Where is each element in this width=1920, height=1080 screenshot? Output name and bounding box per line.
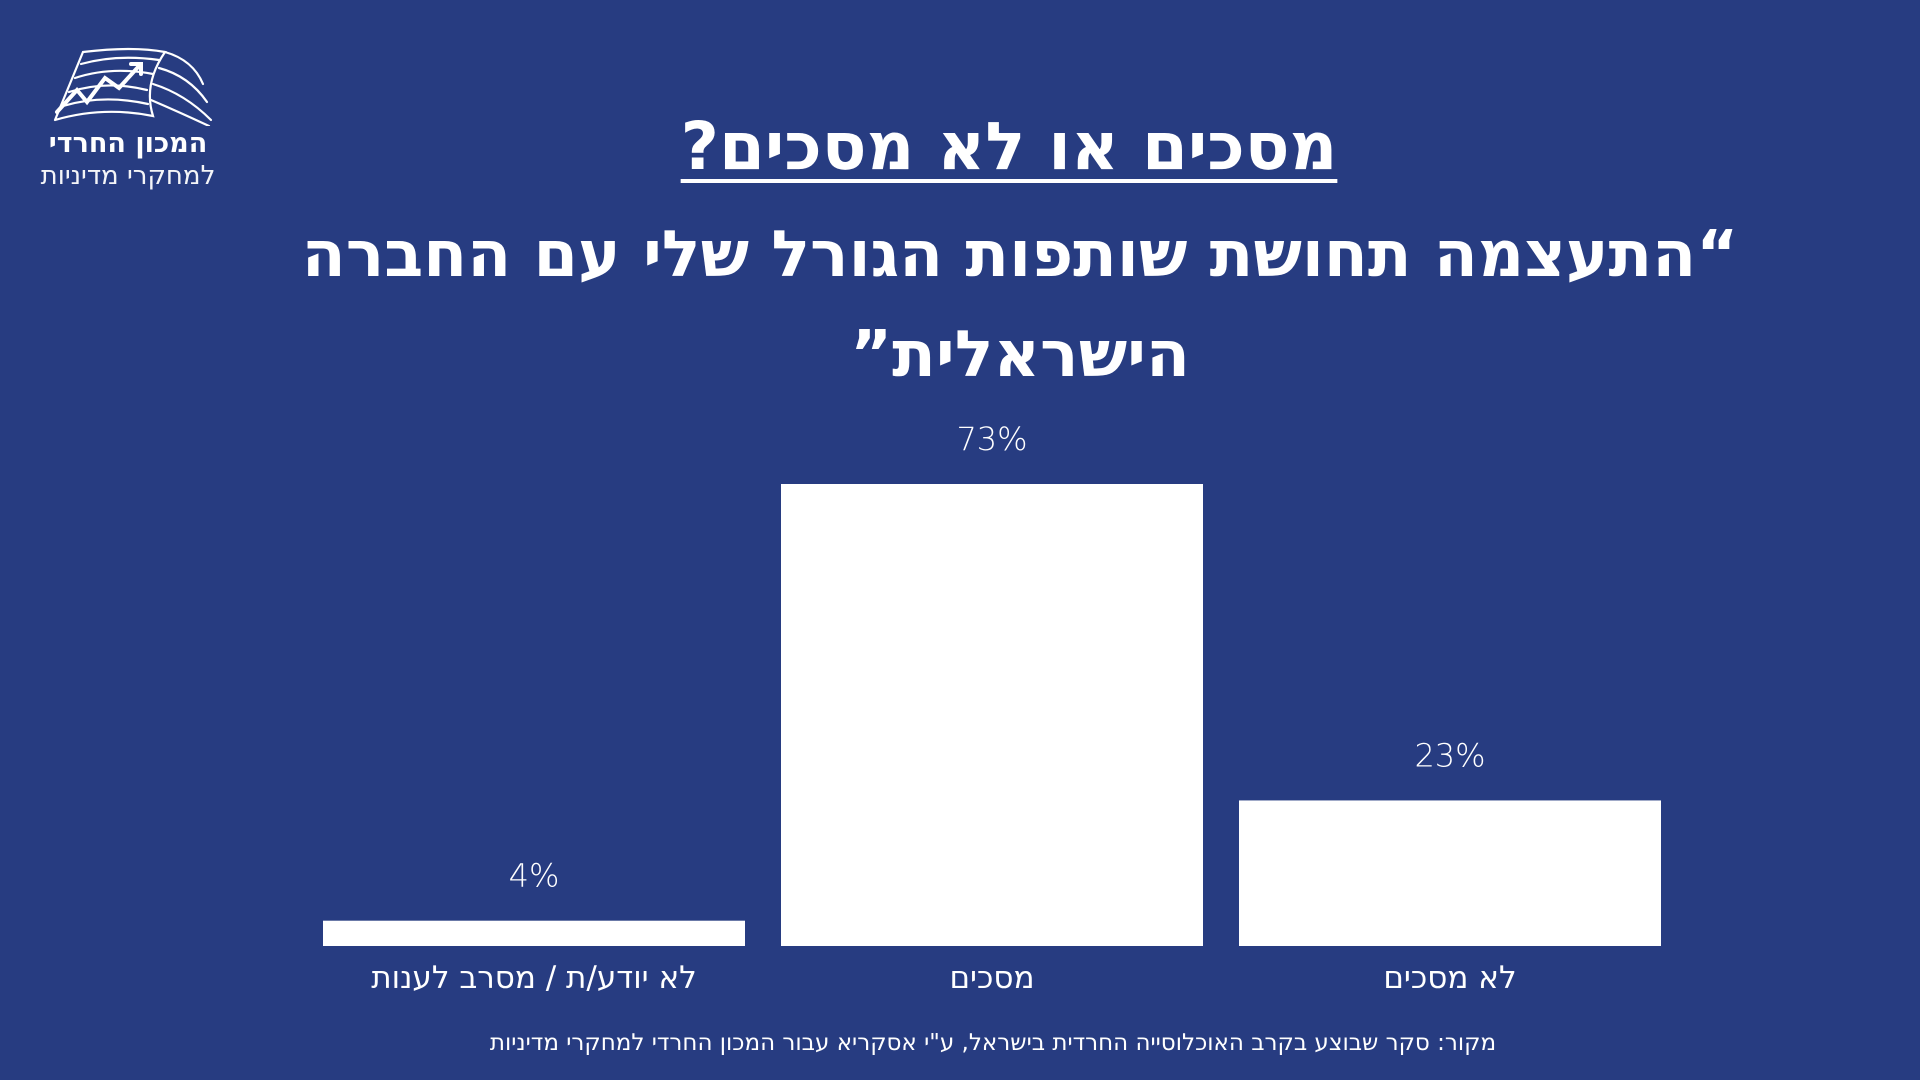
- open-book-logo-icon: [53, 47, 213, 126]
- value-label-0: 4%: [509, 857, 560, 895]
- source-note: מקור: סקר שבוצע בקרב האוכלוסייה החרדית ב…: [489, 1030, 1497, 1056]
- bar-0: [323, 920, 745, 946]
- chart-title: מסכים או לא מסכים?: [680, 108, 1338, 185]
- category-label-0: לא יודע/ת / מסרב לענות: [371, 960, 697, 996]
- bar-2: [1239, 800, 1661, 946]
- logo-name-bold: המכון החרדי: [48, 128, 208, 159]
- category-label-2: לא מסכים: [1383, 960, 1516, 996]
- bar-1: [781, 484, 1203, 946]
- category-label-1: מסכים: [949, 960, 1034, 996]
- chart-subtitle: “התעצמה תחושת שותפות הגורל שלי עם החברה …: [301, 218, 1739, 392]
- logo: המכון החרדי למחקרי מדיניות: [38, 44, 218, 192]
- logo-name-light: למחקרי מדיניות: [40, 161, 216, 191]
- value-label-1: 73%: [956, 420, 1027, 458]
- value-label-2: 23%: [1414, 736, 1485, 774]
